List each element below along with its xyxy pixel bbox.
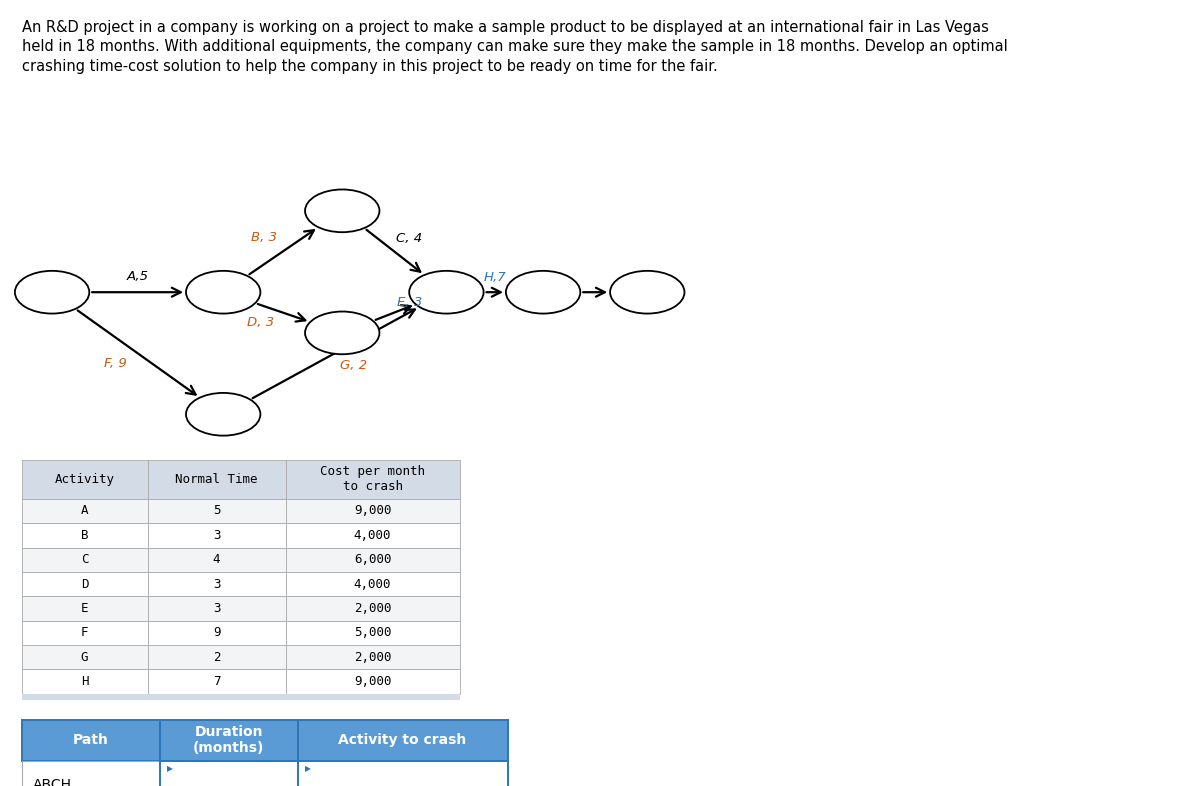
Text: 2,000: 2,000 bbox=[354, 651, 391, 663]
Ellipse shape bbox=[305, 189, 379, 232]
Text: B, 3: B, 3 bbox=[251, 231, 277, 244]
Text: A: A bbox=[80, 505, 89, 517]
Text: H,7: H,7 bbox=[484, 271, 506, 285]
Text: 9,000: 9,000 bbox=[354, 505, 391, 517]
Text: F, 9: F, 9 bbox=[104, 357, 127, 370]
Text: Cost per month
to crash: Cost per month to crash bbox=[320, 465, 425, 494]
Text: D: D bbox=[80, 578, 89, 590]
Ellipse shape bbox=[506, 271, 581, 314]
Text: Normal Time: Normal Time bbox=[175, 473, 258, 486]
Text: B: B bbox=[80, 529, 89, 542]
Text: 2,000: 2,000 bbox=[354, 602, 391, 615]
Text: 2: 2 bbox=[212, 651, 221, 663]
Ellipse shape bbox=[186, 393, 260, 435]
Text: 5: 5 bbox=[212, 505, 221, 517]
Ellipse shape bbox=[610, 271, 684, 314]
Text: D, 3: D, 3 bbox=[247, 316, 274, 329]
Text: Activity to crash: Activity to crash bbox=[338, 733, 467, 747]
Text: 3: 3 bbox=[212, 578, 221, 590]
Text: 4,000: 4,000 bbox=[354, 529, 391, 542]
Text: G, 2: G, 2 bbox=[340, 359, 367, 373]
Text: A,5: A,5 bbox=[127, 270, 149, 284]
Text: C, 4: C, 4 bbox=[396, 233, 422, 245]
Text: G: G bbox=[80, 651, 89, 663]
Text: 3: 3 bbox=[212, 529, 221, 542]
Ellipse shape bbox=[305, 311, 379, 354]
Text: Path: Path bbox=[73, 733, 108, 747]
Text: An R&D project in a company is working on a project to make a sample product to : An R&D project in a company is working o… bbox=[22, 20, 1007, 74]
Text: C: C bbox=[80, 553, 89, 566]
Ellipse shape bbox=[186, 271, 260, 314]
Ellipse shape bbox=[409, 271, 484, 314]
Text: Activity: Activity bbox=[55, 473, 115, 486]
Text: ABCH: ABCH bbox=[32, 778, 72, 786]
Text: 7: 7 bbox=[212, 675, 221, 688]
Text: H: H bbox=[80, 675, 89, 688]
Text: F: F bbox=[80, 626, 89, 639]
Text: ▶: ▶ bbox=[305, 765, 311, 773]
Text: ▶: ▶ bbox=[167, 765, 173, 773]
Text: 3: 3 bbox=[212, 602, 221, 615]
Text: 9,000: 9,000 bbox=[354, 675, 391, 688]
Text: 5,000: 5,000 bbox=[354, 626, 391, 639]
Text: 9: 9 bbox=[212, 626, 221, 639]
Text: 4,000: 4,000 bbox=[354, 578, 391, 590]
Text: 6,000: 6,000 bbox=[354, 553, 391, 566]
Text: E: E bbox=[80, 602, 89, 615]
Ellipse shape bbox=[14, 271, 89, 314]
Text: E, 3: E, 3 bbox=[396, 296, 422, 309]
Text: Duration
(months): Duration (months) bbox=[193, 725, 264, 755]
Text: 4: 4 bbox=[212, 553, 221, 566]
